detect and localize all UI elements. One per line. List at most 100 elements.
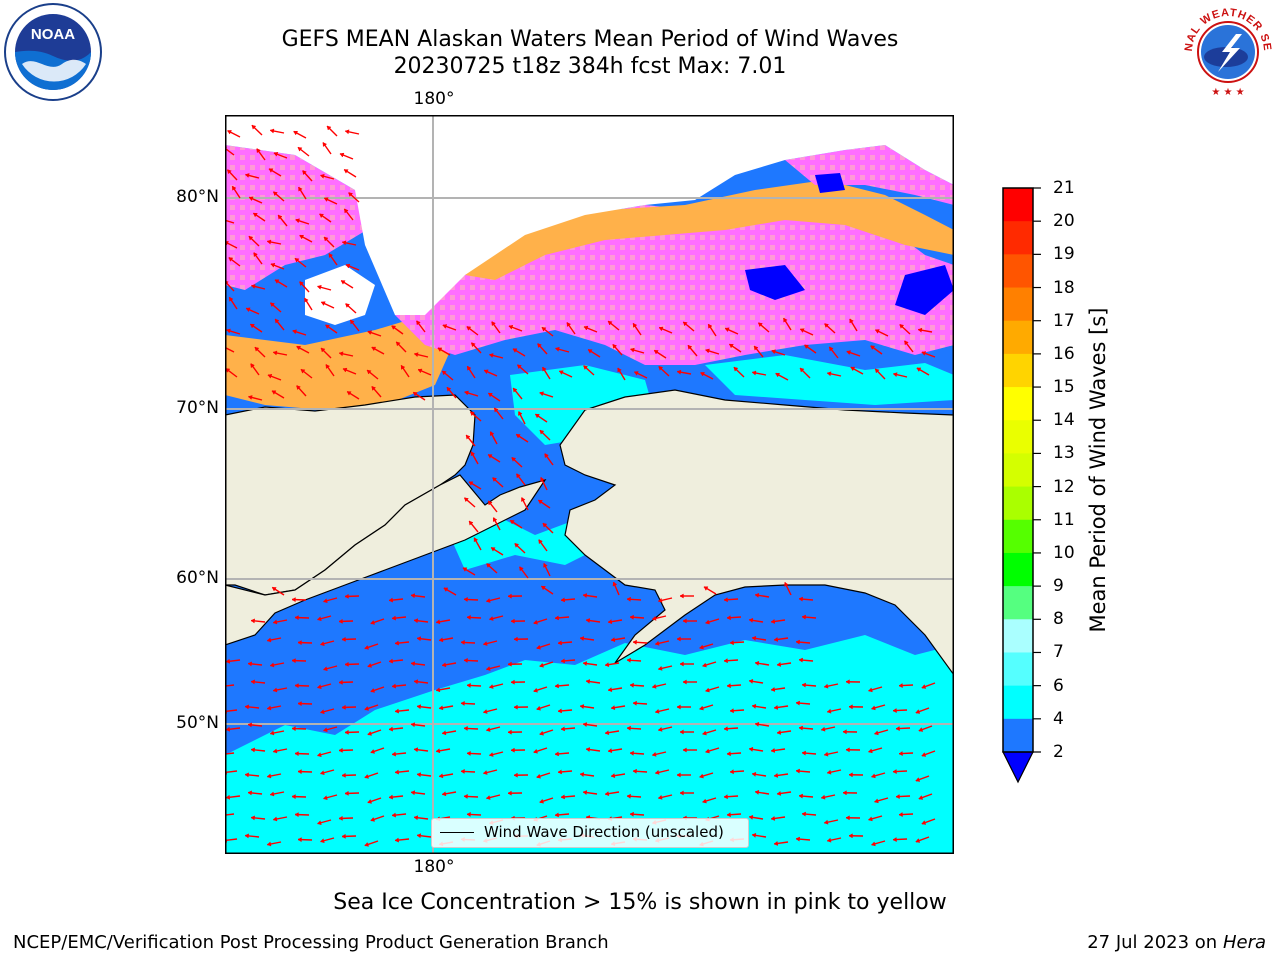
- colorbar-segment: [1003, 718, 1033, 753]
- colorbar-segment: [1003, 287, 1033, 322]
- wave-direction-arrowhead: [416, 833, 422, 839]
- wave-direction-arrowhead: [320, 838, 325, 844]
- footer-date-text: 27 Jul 2023 on: [1087, 932, 1218, 953]
- wave-direction-arrowhead: [250, 815, 255, 821]
- wave-direction-arrowhead: [557, 708, 562, 714]
- lat-label-60n: 60°N: [176, 568, 219, 588]
- wave-direction-arrowhead: [248, 196, 254, 202]
- wave-direction-arrowhead: [733, 366, 739, 372]
- wave-direction-arrowhead: [338, 747, 343, 753]
- wave-direction-arrowhead: [344, 729, 349, 735]
- wave-direction-arrowhead: [463, 725, 468, 731]
- colorbar-tick-label: 11: [1053, 509, 1075, 530]
- wave-direction-arrowhead: [247, 790, 252, 796]
- wave-direction-arrowhead: [513, 636, 518, 642]
- wave-direction-arrowhead: [579, 636, 585, 642]
- wave-direction-arrowhead: [473, 537, 479, 543]
- wave-direction-arrowhead: [682, 321, 688, 327]
- wave-direction-arrowhead: [824, 323, 830, 328]
- wave-direction-arrowhead: [607, 320, 613, 326]
- wave-direction-arrowhead: [748, 617, 754, 623]
- nws-logo: NATIONAL WEATHER SERVICE ★ ★ ★: [1178, 2, 1275, 99]
- wave-direction-arrowhead: [846, 350, 852, 356]
- wave-direction-arrowhead: [773, 840, 779, 846]
- wave-direction-arrowhead: [413, 679, 419, 685]
- wave-direction-arrowhead: [227, 169, 232, 175]
- wave-direction-arrowhead: [507, 790, 512, 796]
- wave-direction-arrowhead: [394, 769, 399, 775]
- wave-direction-arrowhead: [916, 367, 922, 373]
- colorbar-segment: [1003, 652, 1033, 687]
- wave-direction-arrowhead: [918, 727, 924, 732]
- wave-direction-arrowhead: [626, 657, 631, 663]
- wave-direction-arrowhead: [467, 365, 472, 371]
- wave-direction-arrowhead: [465, 434, 471, 440]
- wave-direction-arrowhead: [266, 637, 272, 643]
- wave-direction-arrowhead: [566, 322, 572, 327]
- colorbar-segment: [1003, 221, 1033, 255]
- wave-direction-arrowhead: [542, 522, 548, 528]
- colorbar-tick-label: 8: [1053, 609, 1064, 630]
- sea-ice-north-strip: [785, 145, 954, 205]
- wave-direction-arrowhead: [728, 343, 734, 349]
- wave-direction-arrowhead: [560, 794, 565, 800]
- footer-credit: NCEP/EMC/Verification Post Processing Pr…: [13, 932, 609, 953]
- wave-direction-arrowhead: [488, 500, 493, 506]
- wave-direction-arrowhead: [751, 635, 757, 641]
- wave-direction-arrowhead: [446, 386, 452, 392]
- wave-direction-arrowhead: [267, 373, 273, 379]
- wave-direction-arrowhead: [703, 586, 709, 591]
- colorbar-segment: [1003, 586, 1033, 620]
- wave-direction-arrowhead: [435, 619, 441, 625]
- wave-direction-arrowhead: [770, 815, 776, 821]
- colorbar-segment: [1003, 353, 1033, 388]
- wave-direction-arrowhead: [539, 391, 544, 397]
- wave-direction-arrowhead: [798, 793, 803, 799]
- colorbar-segment: [1003, 453, 1033, 488]
- wave-direction-arrowhead: [554, 683, 559, 689]
- wave-direction-arrowhead: [748, 814, 754, 820]
- wave-direction-arrowhead: [515, 434, 521, 439]
- wave-direction-arrowhead: [540, 476, 545, 482]
- wave-direction-arrowhead: [773, 636, 779, 642]
- wave-direction-arrowhead: [784, 581, 789, 587]
- wave-direction-arrowhead: [225, 368, 231, 373]
- wave-direction-arrowhead: [868, 748, 873, 754]
- colorbar-tick-label: 18: [1053, 277, 1075, 298]
- wave-direction-arrowhead: [610, 773, 616, 779]
- wave-direction-arrowhead: [348, 192, 354, 197]
- wave-direction-arrowhead: [705, 687, 710, 693]
- wave-direction-arrowhead: [340, 280, 346, 285]
- wave-direction-arrowhead: [773, 704, 779, 710]
- map-gridlines: [225, 115, 954, 854]
- wave-direction-arrowhead: [410, 722, 416, 728]
- wave-direction-arrowhead: [543, 562, 548, 568]
- wave-direction-arrowhead: [388, 658, 393, 664]
- legend-line-symbol: [440, 832, 474, 833]
- wave-direction-arrowhead: [770, 618, 776, 624]
- wave-direction-arrowhead: [538, 539, 543, 545]
- colorbar-tick-label: 16: [1053, 343, 1075, 364]
- wave-direction-arrowhead: [699, 773, 704, 779]
- wave-direction-arrowhead: [519, 566, 524, 572]
- wave-direction-arrowhead: [898, 751, 903, 757]
- wave-direction-arrowhead: [350, 319, 355, 325]
- wave-direction-arrowhead: [726, 683, 731, 689]
- wave-direction-arrowhead: [798, 596, 803, 602]
- colorbar-tick-label: 12: [1053, 476, 1075, 497]
- wave-direction-arrowhead: [488, 752, 494, 757]
- wave-direction-arrowhead: [915, 709, 921, 714]
- wave-direction-arrowhead: [699, 644, 704, 650]
- wave-direction-arrowhead: [270, 262, 276, 268]
- wave-direction-arrowhead: [921, 351, 927, 356]
- wave-direction-arrowhead: [895, 726, 900, 732]
- wave-direction-arrowhead: [582, 722, 588, 728]
- wave-direction-arrowhead: [533, 687, 538, 693]
- wave-direction-arrowhead: [874, 329, 880, 334]
- wave-direction-arrowhead: [604, 791, 610, 797]
- wave-direction-arrowhead: [610, 637, 616, 643]
- wave-direction-arrowhead: [466, 811, 471, 817]
- wave-direction-arrowhead: [462, 567, 468, 572]
- footer-host: Hera: [1222, 932, 1266, 953]
- wave-direction-arrowhead: [470, 451, 476, 457]
